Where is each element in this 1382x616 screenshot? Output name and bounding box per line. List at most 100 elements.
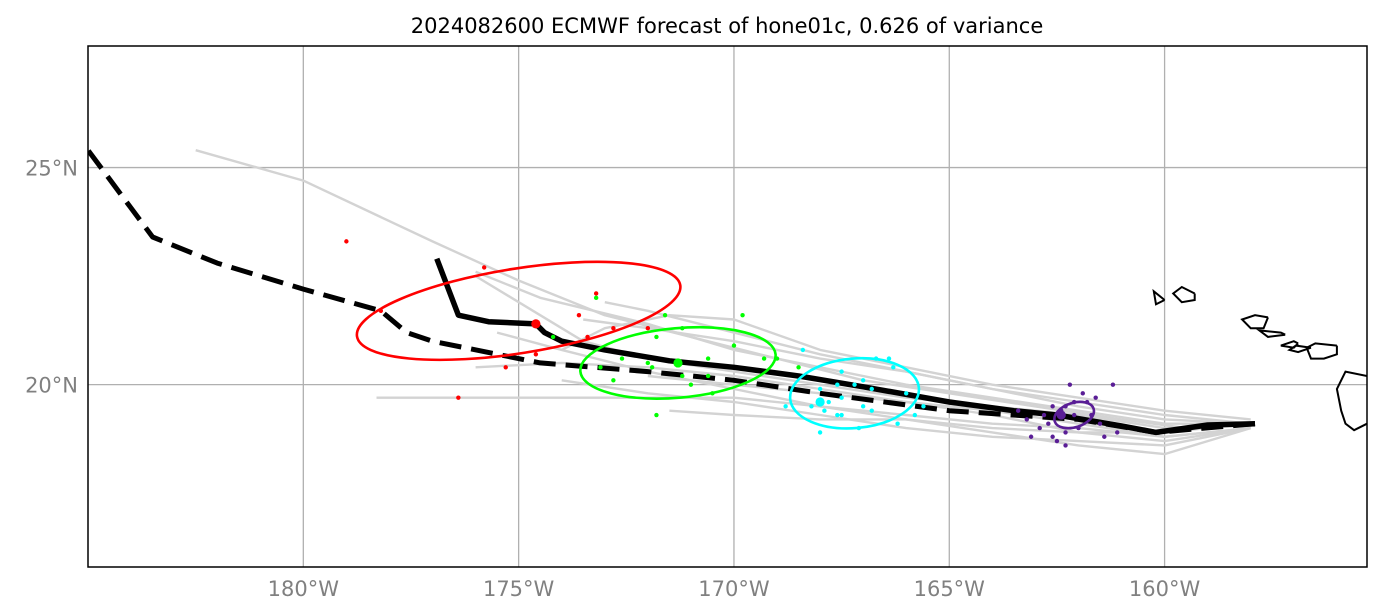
green-member-point bbox=[654, 334, 659, 340]
purple-member-point bbox=[1054, 438, 1060, 444]
purple-member-point bbox=[1110, 382, 1116, 387]
island-coastline bbox=[1335, 370, 1367, 432]
ensemble-track bbox=[496, 331, 1252, 456]
green-member-point bbox=[619, 356, 625, 361]
purple-member-point bbox=[1093, 395, 1098, 400]
green-member-point bbox=[649, 365, 655, 370]
cyan-member-point bbox=[856, 425, 862, 431]
green-member-point bbox=[680, 326, 685, 331]
island-coastline bbox=[1152, 288, 1166, 306]
cyan-member-point bbox=[817, 430, 823, 435]
purple-member-point bbox=[1063, 404, 1068, 409]
purple-mean-point bbox=[1056, 410, 1066, 420]
green-member-point bbox=[688, 382, 694, 387]
green-member-point bbox=[774, 356, 780, 361]
green-member-point bbox=[662, 312, 668, 318]
purple-member-point bbox=[1050, 434, 1055, 439]
green-member-point bbox=[593, 295, 599, 301]
purple-member-point bbox=[1015, 408, 1021, 413]
green-member-point bbox=[611, 378, 616, 383]
green-member-point bbox=[705, 373, 711, 379]
green-member-point bbox=[645, 360, 651, 366]
ensemble-track bbox=[561, 379, 1251, 447]
purple-member-point bbox=[1050, 404, 1055, 409]
cyan-member-point bbox=[817, 386, 823, 392]
y-tick-label: 25°N bbox=[25, 157, 78, 181]
cyan-member-point bbox=[869, 386, 874, 392]
cyan-member-point bbox=[904, 391, 909, 396]
red-member-point bbox=[378, 308, 384, 314]
purple-member-point bbox=[1024, 417, 1029, 422]
purple-member-point bbox=[1097, 421, 1103, 426]
green-member-point bbox=[740, 312, 745, 318]
x-tick-label: 170°W bbox=[698, 577, 770, 601]
chart-title: 2024082600 ECMWF forecast of hone01c, 0.… bbox=[411, 14, 1044, 38]
cyan-member-point bbox=[921, 404, 926, 409]
ensemble-track bbox=[475, 361, 1251, 443]
cyan-member-point bbox=[783, 404, 788, 409]
cyan-member-point bbox=[886, 356, 892, 361]
cyan-member-point bbox=[852, 382, 857, 387]
cyan-member-point bbox=[800, 347, 806, 353]
purple-member-point bbox=[1067, 382, 1073, 387]
purple-member-point bbox=[1046, 421, 1051, 426]
island-coastline bbox=[1280, 340, 1299, 349]
red-member-point bbox=[585, 334, 590, 340]
cyan-member-point bbox=[839, 369, 844, 374]
red-member-point bbox=[533, 352, 539, 357]
red-member-point bbox=[645, 326, 651, 331]
purple-member-point bbox=[1115, 430, 1120, 435]
red-member-point bbox=[456, 395, 461, 400]
x-tick-label: 180°W bbox=[268, 577, 340, 601]
cyan-member-point bbox=[835, 412, 840, 418]
ensemble-track bbox=[647, 374, 1251, 438]
cyan-member-point bbox=[860, 378, 866, 383]
axis-ticks: 180°W 175°W 170°W 165°W 160°W 20°N 25°N bbox=[25, 157, 1200, 601]
purple-member-point bbox=[1028, 434, 1034, 439]
green-mean-point bbox=[673, 358, 683, 368]
red-member-point bbox=[576, 312, 582, 318]
cyan-member-point bbox=[860, 404, 866, 409]
green-member-point bbox=[796, 365, 801, 370]
red-member-point bbox=[481, 265, 487, 270]
purple-member-point bbox=[1041, 412, 1047, 418]
green-member-point bbox=[654, 412, 659, 418]
plot-frame bbox=[87, 45, 1368, 568]
purple-member-point bbox=[1084, 399, 1090, 405]
cyan-member-point bbox=[835, 382, 840, 387]
cyan-member-point bbox=[809, 404, 814, 409]
purple-member-point bbox=[1080, 391, 1085, 396]
uncertainty-ellipses bbox=[344, 239, 1120, 448]
green-member-point bbox=[710, 391, 715, 396]
purple-member-point bbox=[1037, 425, 1042, 431]
purple-member-point bbox=[1071, 399, 1077, 405]
cyan-mean-point bbox=[815, 397, 825, 407]
cyan-member-point bbox=[869, 408, 874, 413]
cyan-member-point bbox=[873, 356, 879, 361]
green-member-point bbox=[705, 356, 711, 361]
green-member-point bbox=[550, 334, 556, 340]
purple-member-point bbox=[1071, 412, 1077, 418]
cyan-member-point bbox=[826, 399, 831, 405]
island-coastline bbox=[1171, 285, 1196, 304]
mean-tracks bbox=[88, 148, 1256, 436]
island-coastline bbox=[1240, 314, 1269, 330]
purple-member-point bbox=[1076, 425, 1081, 431]
x-tick-label: 160°W bbox=[1129, 577, 1201, 601]
mean-track-dashed bbox=[88, 148, 1256, 435]
gridlines bbox=[88, 46, 1367, 567]
island-coastline bbox=[1255, 329, 1286, 338]
cyan-member-point bbox=[839, 395, 844, 400]
cyan-member-point bbox=[822, 408, 827, 413]
red-uncertainty-ellipse bbox=[355, 260, 682, 362]
ensemble-track bbox=[474, 275, 1251, 430]
cyan-member-point bbox=[912, 412, 918, 418]
cyan-member-point bbox=[891, 365, 896, 370]
x-tick-label: 175°W bbox=[483, 577, 555, 601]
x-tick-label: 165°W bbox=[914, 577, 986, 601]
island-coastline bbox=[1305, 342, 1338, 360]
purple-member-point bbox=[1089, 412, 1094, 418]
green-member-point bbox=[680, 373, 685, 379]
green-member-point bbox=[598, 365, 603, 370]
